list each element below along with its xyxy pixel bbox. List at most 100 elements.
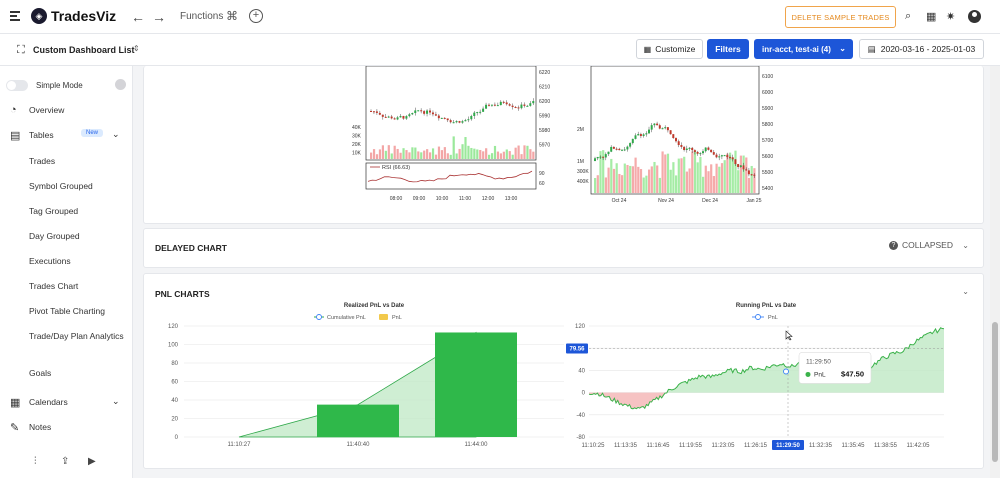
candle-body — [710, 149, 713, 153]
volume-bar — [396, 148, 399, 159]
sliders-icon[interactable]: ⫶ — [34, 456, 37, 467]
chevron-down-icon[interactable]: ⌄ — [962, 287, 969, 296]
user-account-icon[interactable] — [968, 10, 981, 23]
candle-body — [712, 152, 715, 155]
pnl-charts-title: PNL CHARTS — [155, 289, 210, 299]
volume-bar — [648, 169, 651, 193]
grid-icon[interactable]: ▦ — [926, 11, 937, 23]
volume-bar — [426, 149, 429, 159]
collapsed-status[interactable]: ? COLLAPSED — [888, 240, 953, 250]
help-icon[interactable]: ? — [888, 240, 898, 250]
forward-arrow-icon[interactable]: → — [152, 9, 166, 25]
sidebar-item-trades-chart[interactable]: Trades Chart — [29, 281, 79, 291]
sidebar-item-executions[interactable]: Executions — [29, 256, 71, 266]
chevron-down-icon[interactable]: ⌄ — [112, 396, 120, 406]
volume-tick-label: 30K — [352, 134, 362, 140]
delayed-chart-card[interactable]: DELAYED CHART ? COLLAPSED ⌄ — [143, 228, 984, 268]
candle-body — [414, 110, 417, 114]
legend-label[interactable]: PnL — [768, 315, 778, 321]
youtube-icon[interactable]: ▶ — [88, 456, 96, 467]
candle-body — [508, 104, 511, 106]
upload-icon[interactable]: ⇪ — [61, 456, 70, 467]
candle-body — [639, 134, 642, 136]
candle-body — [599, 156, 602, 158]
logo[interactable]: ◈ TradesViz — [31, 8, 116, 24]
candle-body — [387, 116, 390, 118]
sidebar-item-symbol-grouped[interactable]: Symbol Grouped — [29, 181, 93, 191]
crosshair-y-badge — [566, 343, 588, 354]
candle-body — [734, 159, 737, 165]
functions-button[interactable]: Functions — [180, 11, 224, 22]
volume-bar — [680, 158, 683, 193]
add-icon[interactable]: + — [249, 9, 263, 23]
date-range-label: 2020-03-16 - 2025-01-03 — [880, 44, 976, 54]
volume-bar — [739, 155, 742, 193]
volume-bar — [414, 147, 417, 159]
delete-sample-trades-button[interactable]: DELETE SAMPLE TRADES — [785, 6, 896, 28]
volume-tick-label: 40K — [352, 125, 362, 131]
new-badge: New — [81, 129, 104, 137]
sidebar-item-tag-grouped[interactable]: Tag Grouped — [29, 206, 79, 216]
legend-label[interactable]: Cumulative PnL — [327, 315, 366, 321]
pnl-bar[interactable] — [435, 332, 517, 437]
legend-label[interactable]: PnL — [392, 315, 402, 321]
sidebar-item-trades[interactable]: Trades — [29, 156, 56, 166]
dashboard-list-title[interactable]: Custom Dashboard List — [33, 45, 135, 55]
volume-bar — [602, 150, 605, 193]
sidebar-item-trade-day-plan-analytics[interactable]: Trade/Day Plan Analytics — [29, 331, 124, 341]
menu-icon[interactable] — [10, 11, 20, 21]
time-tick-label: 13:00 — [505, 196, 518, 202]
candle-body — [645, 133, 648, 135]
rsi-tick-label: 60 — [539, 181, 545, 187]
candle-body — [742, 165, 745, 170]
volume-bar — [594, 177, 597, 193]
candle-body — [443, 117, 446, 119]
volume-bar — [715, 163, 718, 193]
candle-body — [381, 114, 384, 117]
chart-frame — [365, 65, 537, 161]
candle-body — [664, 127, 667, 129]
command-icon[interactable]: ⌘ — [226, 9, 238, 23]
volume-bar — [479, 149, 482, 159]
x-tick-label: 11:16:45 — [647, 443, 671, 449]
back-arrow-icon[interactable]: ← — [131, 9, 145, 25]
volume-bar — [490, 153, 494, 159]
pnl-bar[interactable] — [317, 404, 399, 437]
volume-bar — [637, 166, 640, 193]
crosshair-x-badge — [772, 440, 804, 450]
chevron-down-icon[interactable]: ⌄ — [112, 129, 120, 139]
volume-bar — [508, 151, 511, 159]
volume-bar — [683, 156, 686, 193]
volume-bar — [520, 154, 523, 159]
date-range-picker[interactable]: ▤ 2020-03-16 - 2025-01-03 — [859, 39, 984, 59]
dashboard-chart-icon: ⛶ — [17, 44, 25, 56]
sidebar-item-day-grouped[interactable]: Day Grouped — [29, 231, 80, 241]
simple-mode-toggle[interactable]: Simple Mode — [6, 80, 83, 91]
realized-pnl-chart: Realized PnL vs Date Cumulative PnL PnL … — [168, 303, 564, 448]
delayed-chart-title: DELAYED CHART — [155, 243, 227, 253]
vertical-scrollbar[interactable] — [990, 66, 1000, 478]
x-tick-label: 11:32:35 — [809, 443, 833, 449]
sidebar-item-goals[interactable]: Goals — [29, 368, 52, 378]
customize-button[interactable]: ▦ Customize — [636, 39, 703, 59]
volume-bar — [429, 152, 432, 159]
chart-legend: PnL — [752, 314, 778, 321]
toggle-switch[interactable] — [6, 80, 28, 91]
candle-body — [626, 146, 629, 150]
candle-body — [607, 151, 610, 155]
candle-body — [653, 123, 656, 126]
volume-bar — [675, 175, 678, 193]
mouse-cursor-icon — [785, 330, 793, 341]
settings-icon[interactable] — [115, 79, 126, 90]
filters-button[interactable]: Filters — [707, 39, 749, 59]
updown-caret-icon[interactable]: ⇕ — [133, 44, 140, 53]
theme-sun-icon[interactable]: ✷ — [946, 11, 956, 23]
chevron-down-icon[interactable]: ⌄ — [962, 241, 969, 250]
search-icon[interactable]: ⌕ — [905, 10, 912, 22]
scrollbar-thumb[interactable] — [992, 322, 998, 462]
account-selector[interactable]: inr-acct, test-ai (4) ⌄ — [754, 39, 853, 59]
sidebar-item-pivot-table-charting[interactable]: Pivot Table Charting — [29, 306, 105, 316]
y-tick-label: 20 — [171, 417, 178, 423]
candle-body — [514, 106, 517, 108]
x-tick-label: 11:42:05 — [907, 443, 931, 449]
